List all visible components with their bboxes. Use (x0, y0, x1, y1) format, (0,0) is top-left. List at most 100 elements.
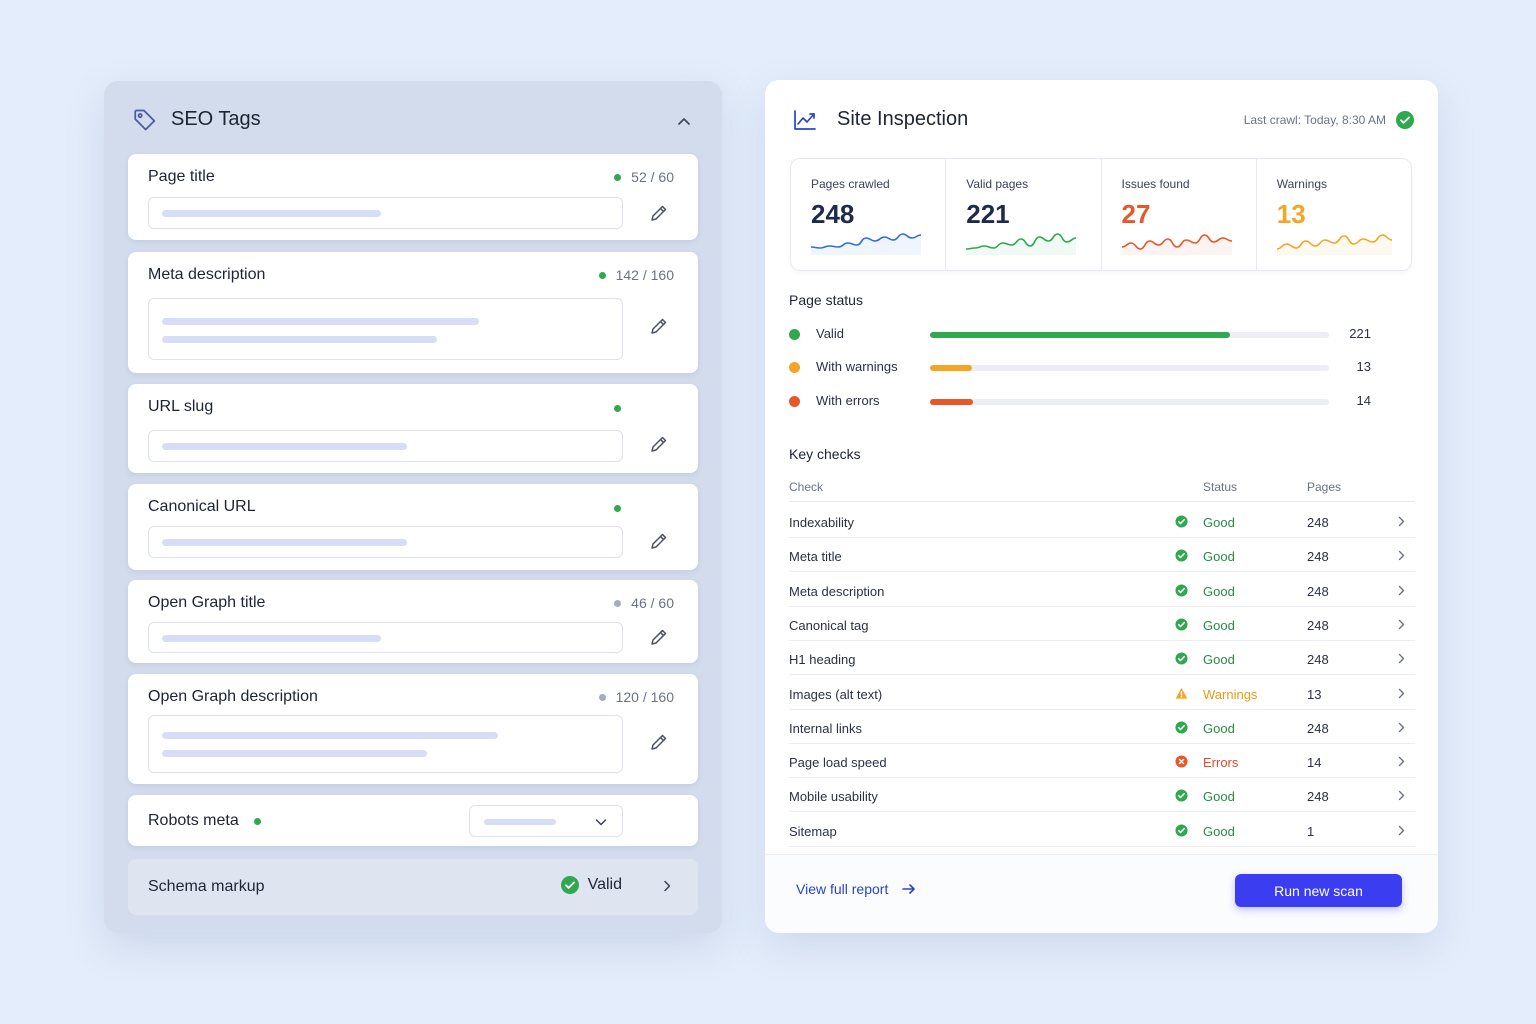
check-status: Errors (1203, 755, 1239, 771)
key-checks-title: Key checks (789, 446, 861, 462)
table-row[interactable]: H1 heading Good 248 (789, 641, 1415, 676)
meta-description-field: Meta description 142 / 160 (128, 252, 698, 373)
stat-label: Pages crawled (811, 177, 890, 191)
status-count: 13 (1356, 359, 1371, 374)
check-status: Good (1203, 823, 1235, 839)
schema-markup-row[interactable]: Schema markup Valid (128, 859, 698, 915)
check-pages: 13 (1307, 686, 1322, 702)
check-circle-icon (1175, 584, 1188, 597)
char-counter: 120 / 160 (598, 689, 674, 705)
status-name: Valid (816, 326, 844, 341)
seo-tags-title: SEO Tags (171, 108, 261, 130)
check-circle-icon (1175, 618, 1188, 631)
key-checks-table-header: Check Status Pages (789, 478, 1415, 502)
status-dot (614, 505, 621, 512)
table-row[interactable]: Mobile usability Good 248 (789, 778, 1415, 813)
status-dot (614, 599, 622, 607)
table-row[interactable]: Images (alt text) Warnings 13 (789, 676, 1415, 710)
robots-meta-select[interactable] (469, 805, 623, 837)
check-status: Good (1203, 549, 1235, 565)
field-label: URL slug (148, 398, 214, 415)
check-name: Meta description (789, 583, 885, 599)
table-row[interactable]: Meta description Good 248 (789, 573, 1415, 607)
check-name: Sitemap (789, 823, 837, 839)
view-report-text: View full report (796, 881, 889, 897)
stat-label: Valid pages (966, 177, 1029, 191)
pencil-icon[interactable] (649, 531, 669, 551)
og-description-input[interactable] (148, 715, 623, 773)
page-title-input[interactable] (148, 197, 623, 229)
placeholder-line (162, 443, 407, 450)
meta-description-input[interactable] (148, 298, 623, 360)
table-row[interactable]: Canonical tag Good 248 (789, 607, 1415, 641)
pencil-icon[interactable] (649, 316, 669, 336)
pencil-icon[interactable] (649, 203, 669, 223)
inspection-footer: View full report Run new scan (765, 854, 1438, 933)
url-slug-field: URL slug (128, 384, 698, 473)
check-status: Good (1203, 720, 1235, 736)
pencil-icon[interactable] (649, 627, 669, 647)
table-row[interactable]: Meta title Good 248 (789, 538, 1415, 573)
check-pages: 248 (1307, 515, 1329, 530)
chevron-right-icon (1398, 585, 1405, 595)
column-pages: Pages (1307, 480, 1342, 494)
status-row-errors: With errors 14 (789, 392, 1379, 412)
status-dot (598, 693, 606, 701)
status-dot (614, 405, 621, 412)
check-name: H1 heading (789, 652, 856, 668)
stat-label: Warnings (1276, 177, 1327, 191)
pencil-icon[interactable] (649, 434, 669, 454)
progress-fill (930, 399, 974, 405)
pencil-icon[interactable] (649, 732, 669, 752)
canonical-url-field: Canonical URL (128, 484, 698, 570)
placeholder-line (162, 635, 381, 642)
status-dot (254, 818, 261, 825)
column-status: Status (1203, 480, 1238, 494)
table-row[interactable]: Page load speed Errors 14 (789, 744, 1415, 779)
check-pages: 14 (1307, 755, 1322, 771)
check-pages: 248 (1307, 583, 1329, 599)
status-dot (789, 396, 800, 407)
canonical-url-input[interactable] (148, 526, 623, 558)
placeholder-line (484, 819, 556, 825)
check-name: Mobile usability (789, 789, 878, 805)
status-count: 221 (1349, 326, 1371, 341)
check-status: Warnings (1203, 686, 1258, 702)
check-name: Page load speed (789, 755, 887, 771)
check-pages: 1 (1307, 823, 1315, 839)
run-new-scan-button[interactable]: Run new scan (1235, 874, 1402, 907)
status-row-valid: Valid 221 (789, 325, 1379, 345)
page-title-field: Page title 52 / 60 (128, 154, 698, 240)
chevron-up-icon[interactable] (674, 111, 694, 131)
url-slug-input[interactable] (148, 430, 623, 462)
stat-warnings: Warnings 13 (1257, 159, 1411, 270)
column-check: Check (789, 480, 824, 494)
seo-tags-panel: SEO Tags Page title 52 / 60 Meta descrip… (104, 81, 722, 933)
status-row-warnings: With warnings 13 (789, 358, 1379, 378)
table-row[interactable]: Internal links Good 248 (789, 710, 1415, 744)
check-status: Good (1203, 515, 1235, 530)
stat-label: Issues found (1121, 177, 1190, 191)
view-full-report-link[interactable]: View full report (796, 881, 916, 897)
progress-fill (930, 332, 1231, 338)
stats-row: Pages crawled 248 Valid pages 221 Issues… (790, 158, 1412, 271)
field-label: Page title (148, 168, 215, 185)
counter-text: 120 / 160 (615, 689, 674, 705)
check-circle-icon (1396, 111, 1414, 129)
table-row[interactable]: Sitemap Good 1 (789, 813, 1415, 847)
schema-status-text: Valid (587, 876, 622, 893)
chevron-down-icon (595, 819, 607, 826)
field-label: Robots meta (148, 812, 239, 829)
field-label: Open Graph title (148, 594, 266, 611)
table-row[interactable]: Indexability Good 248 (789, 504, 1415, 538)
check-status: Good (1203, 617, 1235, 633)
sparkline (1276, 234, 1392, 255)
placeholder-line (162, 539, 407, 546)
line-chart-icon (794, 110, 816, 130)
counter-text: 46 / 60 (631, 595, 674, 611)
placeholder-line (162, 210, 381, 217)
og-title-input[interactable] (148, 622, 623, 653)
stat-value: 27 (1121, 199, 1151, 229)
placeholder-line (162, 732, 498, 739)
status-name: With warnings (816, 359, 898, 374)
